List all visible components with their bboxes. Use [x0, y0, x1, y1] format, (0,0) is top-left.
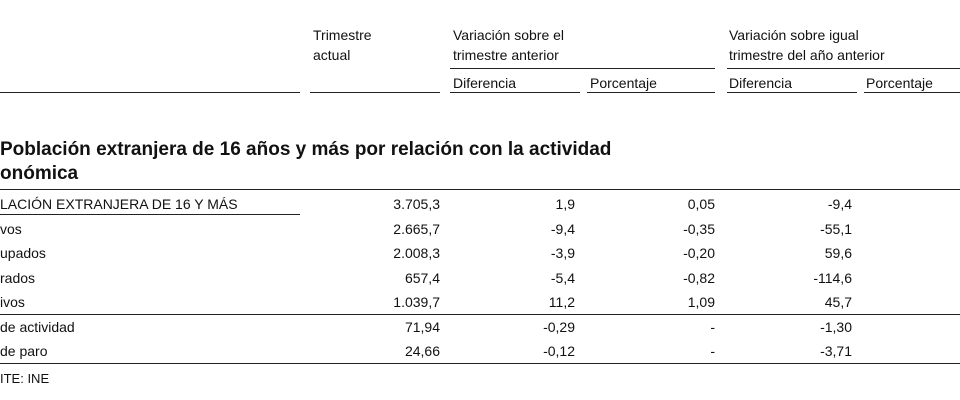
cell: -9,4 [827, 196, 852, 212]
cell: -0,20 [683, 245, 715, 261]
col-header: actual [313, 47, 351, 63]
rule [310, 92, 440, 93]
section-title: onómica [0, 163, 79, 184]
col-header: Trimestre [313, 27, 372, 43]
rule [0, 314, 960, 315]
rule [864, 92, 960, 93]
sub-header: Diferencia [729, 75, 793, 91]
cell: 2.008,3 [393, 245, 440, 261]
group-header: trimestre del año anterior [729, 47, 885, 63]
sub-header: Porcentaje [866, 75, 933, 91]
rule [0, 189, 960, 190]
cell: -0,12 [543, 343, 575, 359]
rule [0, 363, 960, 364]
cell: -0,82 [683, 269, 715, 286]
cell: -3,71 [820, 343, 852, 359]
sub-header: Porcentaje [590, 75, 657, 91]
row-label: upados [0, 245, 46, 261]
cell: 3.705,3 [393, 196, 440, 212]
cell: 59,6 [824, 245, 852, 261]
cell: 657,4 [404, 269, 440, 286]
cell: 45,7 [824, 294, 852, 310]
row-label: de paro [0, 343, 48, 359]
cell: 1,09 [687, 294, 715, 310]
rule [0, 92, 300, 93]
row-label: de actividad [0, 318, 75, 335]
cell: - [710, 318, 715, 335]
cell: 2.665,7 [393, 220, 440, 237]
cell: 11,2 [548, 294, 575, 310]
row-label: ivos [0, 294, 25, 310]
row-label: rados [0, 269, 36, 286]
rule [727, 68, 960, 69]
group-header: Variación sobre el [453, 27, 565, 43]
rule [727, 92, 857, 93]
cell: -0,35 [683, 220, 715, 237]
group-header: Variación sobre igual [729, 27, 859, 43]
cell: 1.039,7 [393, 294, 440, 310]
cell: -1,30 [820, 318, 852, 335]
cell: -9,4 [550, 220, 575, 237]
section-title: Población extranjera de 16 años y más po… [0, 139, 612, 160]
cell: 71,94 [404, 318, 440, 335]
cell: 0,05 [687, 196, 715, 212]
cell: -55,1 [820, 220, 852, 237]
cell: 24,66 [404, 343, 440, 359]
source: ITE: INE [0, 371, 50, 386]
cell: 1,9 [555, 196, 575, 212]
cell: -114,6 [813, 269, 852, 286]
rule [450, 68, 715, 69]
cell: - [710, 343, 715, 359]
rule [450, 92, 580, 93]
row-label: LACIÓN EXTRANJERA DE 16 Y MÁS [0, 196, 238, 212]
cell: -0,29 [543, 318, 575, 335]
sub-header: Diferencia [453, 75, 517, 91]
cell: -3,9 [550, 245, 575, 261]
row-label: vos [0, 220, 22, 237]
cell: -5,4 [550, 269, 575, 286]
rule [0, 214, 300, 215]
rule [587, 92, 715, 93]
group-header: trimestre anterior [453, 47, 559, 63]
